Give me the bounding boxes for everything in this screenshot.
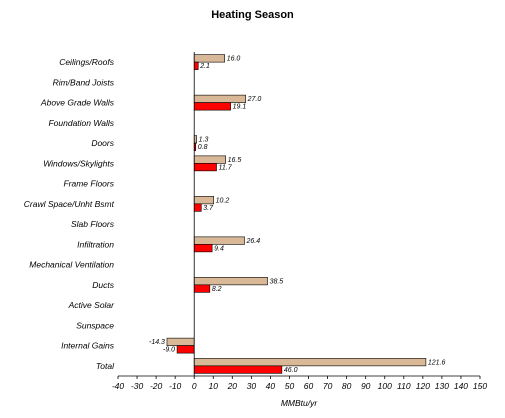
data-label: 121.6 xyxy=(428,359,446,366)
x-tick-label: 130 xyxy=(435,381,449,391)
x-tick-label: 70 xyxy=(323,381,333,391)
x-tick-label: 100 xyxy=(378,381,392,391)
data-label: 26.4 xyxy=(246,238,261,245)
category-label: Ducts xyxy=(92,280,114,290)
bar xyxy=(193,94,246,103)
x-tick-label: -20 xyxy=(150,381,163,391)
category-label: Crawl Space/Unht Bsmt xyxy=(24,199,115,209)
bar xyxy=(193,102,231,111)
category-label: Ceilings/Roofs xyxy=(59,57,115,67)
category-label: Mechanical Ventilation xyxy=(29,260,114,270)
bar xyxy=(193,358,427,367)
x-tick-label: 20 xyxy=(227,381,238,391)
bar xyxy=(193,277,268,286)
x-tick-label: 40 xyxy=(266,381,276,391)
x-tick-label: -10 xyxy=(169,381,182,391)
x-tick-label: 140 xyxy=(454,381,468,391)
category-label: Internal Gains xyxy=(61,341,115,351)
x-axis-title: MMBtu/yr xyxy=(281,398,319,408)
bar xyxy=(193,236,245,245)
x-tick-label: 110 xyxy=(397,381,411,391)
category-label: Doors xyxy=(91,138,114,148)
data-label: 0.8 xyxy=(198,144,208,151)
bar xyxy=(193,196,214,205)
category-label: Active Solar xyxy=(68,300,116,310)
bar xyxy=(166,337,195,346)
category-label: Sunspace xyxy=(76,320,114,330)
data-label: -9.0 xyxy=(163,347,175,354)
data-label: -14.3 xyxy=(149,339,165,346)
x-tick-label: -40 xyxy=(112,381,125,391)
x-tick-label: 0 xyxy=(192,381,197,391)
category-label: Windows/Skylights xyxy=(43,158,115,168)
x-tick-label: -30 xyxy=(131,381,144,391)
bar xyxy=(193,284,211,293)
data-label: 19.1 xyxy=(233,104,247,111)
category-label: Foundation Walls xyxy=(48,118,114,128)
data-label: 16.5 xyxy=(228,157,242,164)
category-label: Slab Floors xyxy=(71,219,115,229)
category-label: Rim/Band Joists xyxy=(53,77,115,87)
bar xyxy=(193,244,213,253)
category-label: Infiltration xyxy=(77,239,114,249)
bar xyxy=(176,345,195,354)
data-label: 38.5 xyxy=(270,278,284,285)
data-label: 46.0 xyxy=(284,367,298,374)
bar xyxy=(193,203,202,212)
data-label: 27.0 xyxy=(247,96,262,103)
category-label: Frame Floors xyxy=(63,179,114,189)
x-tick-label: 60 xyxy=(304,381,314,391)
data-label: 9.4 xyxy=(214,245,224,252)
category-label: Total xyxy=(96,361,115,371)
data-label: 10.2 xyxy=(216,197,230,204)
x-tick-label: 10 xyxy=(209,381,219,391)
x-tick-label: 80 xyxy=(342,381,352,391)
bar xyxy=(193,54,225,63)
data-label: 2.1 xyxy=(199,63,210,70)
bar xyxy=(193,155,226,164)
bar xyxy=(193,61,199,70)
data-label: 1.3 xyxy=(199,137,209,144)
bar xyxy=(193,163,217,172)
x-tick-label: 120 xyxy=(416,381,430,391)
data-label: 11.7 xyxy=(219,164,233,171)
data-label: 8.2 xyxy=(212,286,222,293)
bar xyxy=(193,365,283,374)
category-label: Above Grade Walls xyxy=(40,98,115,108)
chart-title: Heating Season xyxy=(211,9,294,21)
x-tick-label: 30 xyxy=(247,381,257,391)
data-label: 16.0 xyxy=(227,56,241,63)
x-tick-label: 50 xyxy=(285,381,295,391)
x-tick-label: 150 xyxy=(473,381,487,391)
data-label: 3.7 xyxy=(203,205,214,212)
x-tick-label: 90 xyxy=(361,381,371,391)
